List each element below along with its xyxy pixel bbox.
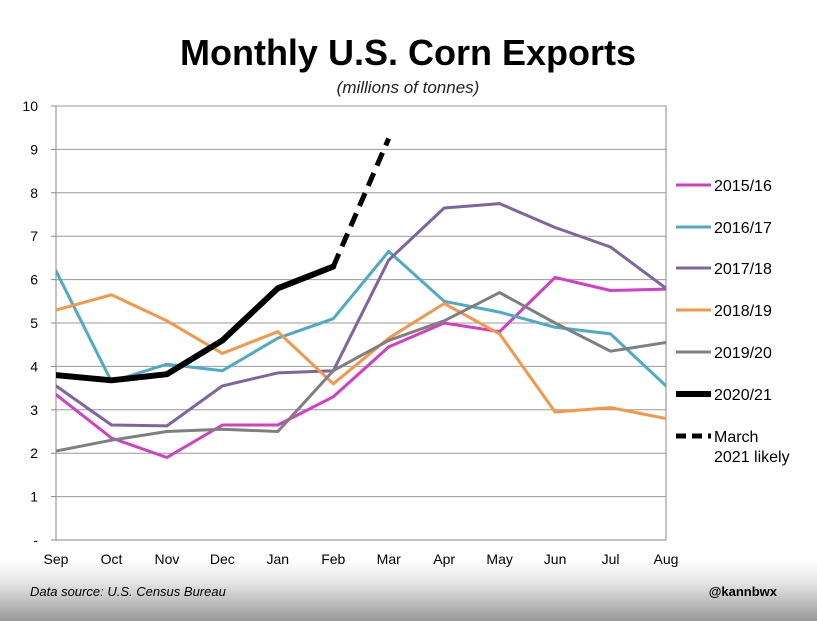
legend-label: March 2021 likely xyxy=(714,429,790,466)
x-tick-label: Dec xyxy=(210,551,235,567)
y-tick-label: 2 xyxy=(30,445,38,461)
y-tick-label: 9 xyxy=(30,141,38,157)
y-tick-label: - xyxy=(33,532,38,548)
y-tick-label: 1 xyxy=(30,489,38,505)
y-tick-label: 3 xyxy=(30,402,38,418)
series-line-2018-19 xyxy=(56,293,666,420)
y-tick-label: 7 xyxy=(30,228,38,244)
x-tick-label: May xyxy=(486,551,512,567)
chart-subtitle: (millions of tonnes) xyxy=(337,78,480,97)
x-tick-label: Jun xyxy=(544,551,567,567)
x-tick-label: Aug xyxy=(654,551,679,567)
y-tick-label: 10 xyxy=(22,98,38,114)
author-credit: @kannbwx xyxy=(709,584,778,599)
x-tick-label: Nov xyxy=(154,551,179,567)
chart-title: Monthly U.S. Corn Exports xyxy=(180,32,636,73)
x-tick-label: Jul xyxy=(602,551,620,567)
series-line-2020-21 xyxy=(56,263,337,384)
series-line-2017-18 xyxy=(56,202,666,428)
x-tick-label: Oct xyxy=(101,551,123,567)
y-tick-label: 4 xyxy=(30,358,38,374)
legend-label: 2020/21 xyxy=(714,387,772,404)
x-tick-label: Sep xyxy=(44,551,69,567)
legend-label: 2019/20 xyxy=(714,345,772,362)
legend-label: 2015/16 xyxy=(714,178,772,195)
series-lines xyxy=(56,137,666,459)
series-line-march-2021-likely xyxy=(331,137,391,268)
legend-label: 2016/17 xyxy=(714,220,772,237)
y-tick-label: 6 xyxy=(30,272,38,288)
data-source-note: Data source: U.S. Census Bureau xyxy=(30,584,226,599)
x-tick-label: Feb xyxy=(321,551,345,567)
y-tick-label: 8 xyxy=(30,185,38,201)
legend-label: 2017/18 xyxy=(714,261,772,278)
x-tick-label: Mar xyxy=(377,551,401,567)
x-tick-label: Jan xyxy=(267,551,290,567)
plot-area: - 1 2 3 4 5 6 7 8 9 10 Sep Oct Nov Dec Jan Feb Mar Apr May J… xyxy=(22,98,678,567)
legend: 2015/16 2016/17 2017/18 2018/19 2019/20 2020/… xyxy=(676,178,790,466)
series-line-2019-20 xyxy=(56,291,666,453)
y-tick-label: 5 xyxy=(30,315,38,331)
legend-label: 2018/19 xyxy=(714,303,772,320)
series-line-2015-16 xyxy=(56,275,666,459)
x-tick-label: Apr xyxy=(433,551,455,567)
